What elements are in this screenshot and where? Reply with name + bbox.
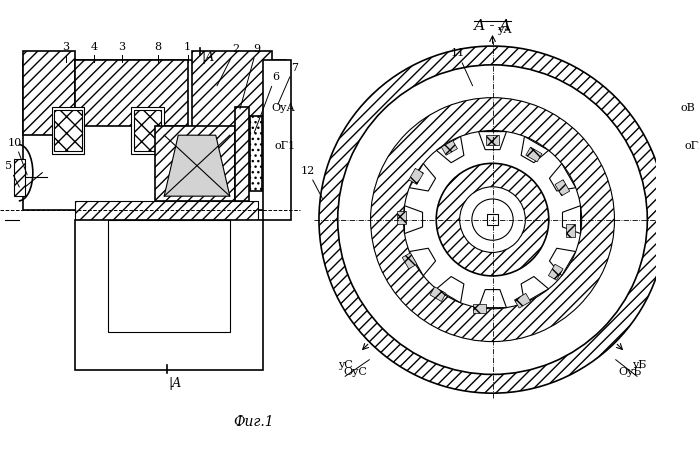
Text: |A: |A — [169, 376, 182, 389]
FancyBboxPatch shape — [24, 61, 286, 211]
Text: ОyА: ОyА — [272, 103, 296, 113]
Bar — [514, 294, 531, 308]
Text: 5: 5 — [5, 161, 20, 188]
Text: оГ2: оГ2 — [685, 140, 699, 150]
Text: ОyБ: ОyБ — [618, 367, 642, 376]
Text: оВ: оВ — [680, 103, 695, 113]
Bar — [192, 52, 272, 136]
Text: yА: yА — [497, 25, 512, 35]
Bar — [430, 287, 446, 302]
Text: 13: 13 — [0, 458, 1, 459]
Text: 8: 8 — [154, 42, 161, 52]
Bar — [549, 264, 563, 280]
Bar — [441, 141, 457, 156]
Polygon shape — [436, 137, 464, 163]
Polygon shape — [563, 206, 581, 234]
Bar — [108, 220, 230, 332]
Text: Фиг.1: Фиг.1 — [233, 414, 273, 428]
Bar — [140, 257, 169, 285]
Bar — [397, 212, 406, 225]
Polygon shape — [521, 277, 549, 303]
Bar — [555, 180, 570, 196]
Polygon shape — [436, 277, 464, 303]
Bar — [235, 108, 249, 202]
Polygon shape — [410, 164, 435, 191]
Bar — [24, 52, 75, 136]
Bar — [487, 214, 498, 226]
Text: 9: 9 — [240, 44, 261, 110]
Circle shape — [460, 187, 526, 253]
Text: А - А: А - А — [474, 19, 512, 33]
Text: 1: 1 — [184, 42, 192, 52]
Polygon shape — [549, 164, 576, 191]
Bar — [55, 111, 82, 152]
Circle shape — [436, 164, 549, 276]
Bar — [565, 225, 575, 238]
Bar — [75, 202, 258, 220]
Text: 3: 3 — [62, 42, 69, 52]
Text: yС: yС — [338, 359, 353, 369]
Text: 7: 7 — [278, 62, 298, 105]
Bar — [75, 220, 263, 370]
Bar — [250, 117, 261, 192]
Text: 12: 12 — [300, 165, 322, 199]
Bar — [134, 111, 161, 152]
Text: 3: 3 — [118, 42, 126, 52]
Circle shape — [472, 200, 513, 241]
Bar — [486, 136, 499, 145]
Text: ОyС: ОyС — [343, 367, 367, 376]
Bar — [409, 169, 424, 185]
Polygon shape — [479, 132, 507, 150]
Text: |A: |A — [202, 50, 215, 64]
Text: 4: 4 — [90, 42, 97, 52]
Text: оГ1: оГ1 — [275, 140, 296, 150]
Text: 2: 2 — [217, 44, 240, 87]
Bar — [14, 159, 25, 197]
Polygon shape — [479, 290, 507, 308]
Text: 11: 11 — [450, 48, 473, 87]
Text: yБ: yБ — [632, 359, 646, 369]
Bar — [154, 127, 235, 202]
Bar — [402, 253, 417, 269]
Bar — [263, 61, 291, 220]
Bar — [75, 61, 187, 127]
Bar — [122, 220, 187, 257]
Bar — [473, 304, 486, 314]
Text: 10: 10 — [8, 137, 27, 175]
Bar — [52, 108, 85, 155]
Polygon shape — [521, 137, 549, 163]
Polygon shape — [410, 249, 435, 276]
Text: 6: 6 — [254, 72, 279, 133]
Bar — [526, 148, 542, 162]
Polygon shape — [164, 136, 230, 197]
Polygon shape — [549, 249, 576, 276]
Bar — [131, 108, 164, 155]
Polygon shape — [405, 206, 422, 234]
